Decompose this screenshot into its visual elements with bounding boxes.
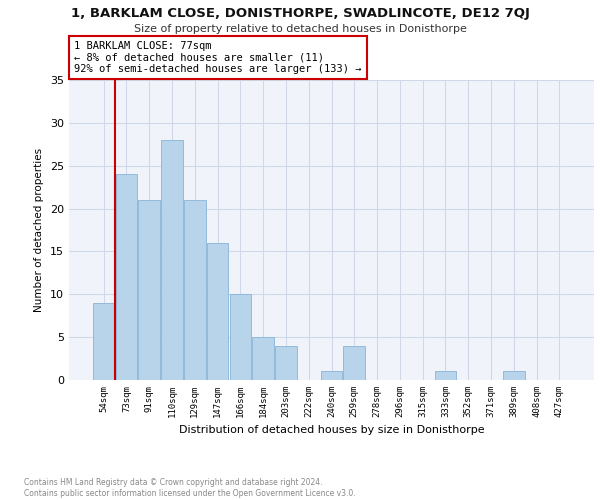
- Bar: [320, 372, 343, 380]
- Bar: [343, 346, 365, 380]
- Text: 1, BARKLAM CLOSE, DONISTHORPE, SWADLINCOTE, DE12 7QJ: 1, BARKLAM CLOSE, DONISTHORPE, SWADLINCO…: [71, 8, 529, 20]
- Text: 1 BARKLAM CLOSE: 77sqm
← 8% of detached houses are smaller (11)
92% of semi-deta: 1 BARKLAM CLOSE: 77sqm ← 8% of detached …: [74, 41, 362, 74]
- Bar: [503, 372, 524, 380]
- Bar: [207, 243, 229, 380]
- Text: Contains HM Land Registry data © Crown copyright and database right 2024.
Contai: Contains HM Land Registry data © Crown c…: [24, 478, 356, 498]
- Bar: [184, 200, 206, 380]
- Bar: [434, 372, 456, 380]
- Bar: [139, 200, 160, 380]
- Bar: [230, 294, 251, 380]
- Bar: [253, 337, 274, 380]
- Y-axis label: Number of detached properties: Number of detached properties: [34, 148, 44, 312]
- Bar: [161, 140, 183, 380]
- Bar: [116, 174, 137, 380]
- Bar: [93, 303, 115, 380]
- Bar: [275, 346, 297, 380]
- Text: Size of property relative to detached houses in Donisthorpe: Size of property relative to detached ho…: [134, 24, 466, 34]
- X-axis label: Distribution of detached houses by size in Donisthorpe: Distribution of detached houses by size …: [179, 426, 484, 436]
